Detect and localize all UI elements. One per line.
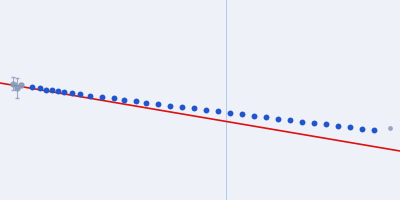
Point — [215, 110, 221, 113]
Point — [69, 91, 75, 95]
Point — [49, 89, 55, 92]
Point — [191, 107, 197, 110]
Point — [263, 116, 269, 119]
Point — [227, 111, 233, 114]
Point — [371, 129, 377, 132]
Point — [239, 113, 245, 116]
Point — [37, 87, 43, 90]
Point — [311, 121, 317, 125]
Point — [133, 100, 139, 103]
Point — [111, 97, 117, 100]
Point — [299, 120, 305, 123]
Point — [61, 90, 67, 94]
Point — [335, 124, 341, 127]
Point — [387, 126, 393, 130]
Point — [251, 114, 257, 117]
Point — [203, 108, 209, 112]
Point — [29, 85, 35, 89]
Point — [323, 123, 329, 126]
Point — [99, 96, 105, 99]
Point — [155, 102, 161, 106]
Point — [43, 88, 49, 91]
Point — [167, 104, 173, 107]
Point — [55, 89, 61, 93]
Point — [121, 98, 127, 101]
Point — [77, 92, 83, 96]
Point — [275, 117, 281, 120]
Point — [347, 126, 353, 129]
Point — [143, 101, 149, 104]
Point — [87, 94, 93, 97]
Point — [359, 127, 365, 130]
Point — [179, 105, 185, 109]
Point — [287, 118, 293, 122]
